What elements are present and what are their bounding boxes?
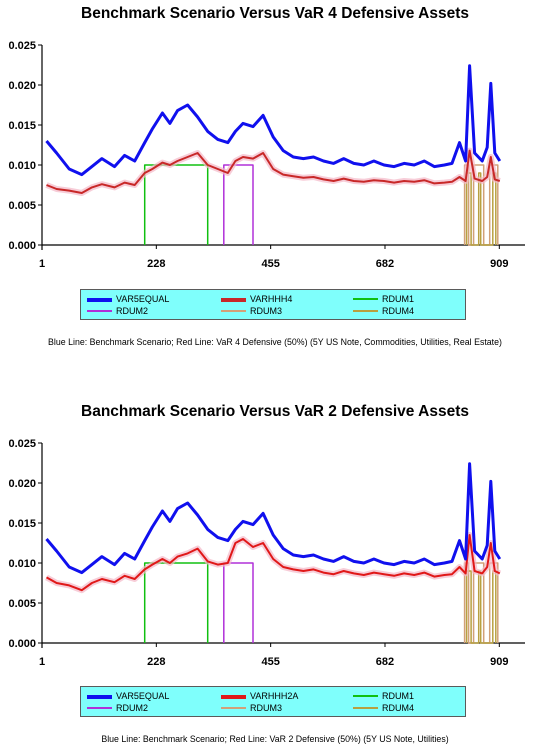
series-line-rdum1 (143, 164, 209, 245)
x-tick-label: 909 (490, 656, 508, 668)
y-tick-label: 0.020 (8, 478, 36, 490)
series-line-varhhh4 (46, 149, 501, 194)
legend-label: RDUM4 (382, 306, 415, 316)
legend-label: RDUM4 (382, 703, 415, 713)
chart-panel-bottom: Banchmark Scenario Versus VaR 2 Defensiv… (0, 398, 550, 751)
legend-swatch (221, 310, 246, 312)
x-tick-label: 228 (147, 258, 165, 270)
x-tick-label: 1 (39, 656, 45, 668)
legend-label: VAR5EQUAL (116, 294, 170, 304)
y-tick-label: 0.010 (8, 160, 36, 172)
legend-swatch (221, 695, 246, 699)
legend-label: VAR5EQUAL (116, 691, 170, 701)
legend-label: VARHHH2A (250, 691, 299, 701)
y-tick-label: 0.020 (8, 80, 36, 92)
chart-title: Banchmark Scenario Versus VaR 2 Defensiv… (81, 403, 469, 420)
y-tick-label: 0.025 (8, 40, 36, 52)
legend-swatch (353, 695, 378, 697)
x-tick-label: 228 (147, 656, 165, 668)
legend-label: RDUM1 (382, 294, 415, 304)
chart-caption: Blue Line: Benchmark Scenario; Red Line:… (101, 734, 449, 744)
series-line-rdum1 (143, 562, 209, 643)
legend-swatch (221, 707, 246, 709)
legend-swatch (87, 310, 112, 312)
legend-label: RDUM2 (116, 306, 149, 316)
legend-label: RDUM3 (250, 306, 283, 316)
series-line-varhhh2a (46, 534, 501, 592)
legend-swatch (87, 298, 112, 302)
x-tick-label: 1 (39, 258, 45, 270)
chart-title: Benchmark Scenario Versus VaR 4 Defensiv… (81, 5, 469, 22)
y-tick-label: 0.025 (8, 438, 36, 450)
series-line-rdum2 (223, 164, 254, 245)
legend-label: RDUM1 (382, 691, 415, 701)
y-tick-label: 0.005 (8, 200, 36, 212)
y-tick-label: 0.010 (8, 558, 36, 570)
chart-legend: VAR5EQUAL VARHHH2A RDUM1 RDUM2 RDUM3 RDUM4 (80, 686, 466, 717)
y-tick-label: 0.015 (8, 518, 36, 530)
chart-legend: VAR5EQUAL VARHHH4 RDUM1 RDUM2 RDUM3 RDUM4 (80, 289, 466, 320)
legend-swatch (87, 695, 112, 699)
legend-swatch (353, 707, 378, 709)
y-tick-label: 0.005 (8, 598, 36, 610)
series-line-var5equal (45, 64, 502, 177)
legend-swatch (353, 310, 378, 312)
x-tick-label: 455 (261, 656, 279, 668)
legend-label: RDUM2 (116, 703, 149, 713)
line-chart: 0.000 0.005 0.010 0.015 0.020 0.025 1 228 455 682… (8, 40, 525, 270)
legend-label: VARHHH4 (250, 294, 293, 304)
legend-swatch (353, 298, 378, 300)
series-line-var5equal (45, 462, 502, 575)
x-tick-label: 682 (376, 258, 394, 270)
legend-swatch (221, 298, 246, 302)
y-tick-label: 0.000 (8, 240, 36, 252)
y-tick-label: 0.015 (8, 120, 36, 132)
legend-label: RDUM3 (250, 703, 283, 713)
x-tick-label: 682 (376, 656, 394, 668)
x-tick-label: 909 (490, 258, 508, 270)
x-tick-label: 455 (261, 258, 279, 270)
chart-caption: Blue Line: Benchmark Scenario; Red Line:… (48, 337, 502, 347)
line-chart: 0.000 0.005 0.010 0.015 0.020 0.025 1 228 455 682… (8, 438, 525, 668)
chart-panel-top: Benchmark Scenario Versus VaR 4 Defensiv… (0, 0, 550, 360)
series-line-rdum4 (465, 570, 497, 644)
y-tick-label: 0.000 (8, 638, 36, 650)
series-line-rdum2 (223, 562, 254, 643)
legend-swatch (87, 707, 112, 709)
